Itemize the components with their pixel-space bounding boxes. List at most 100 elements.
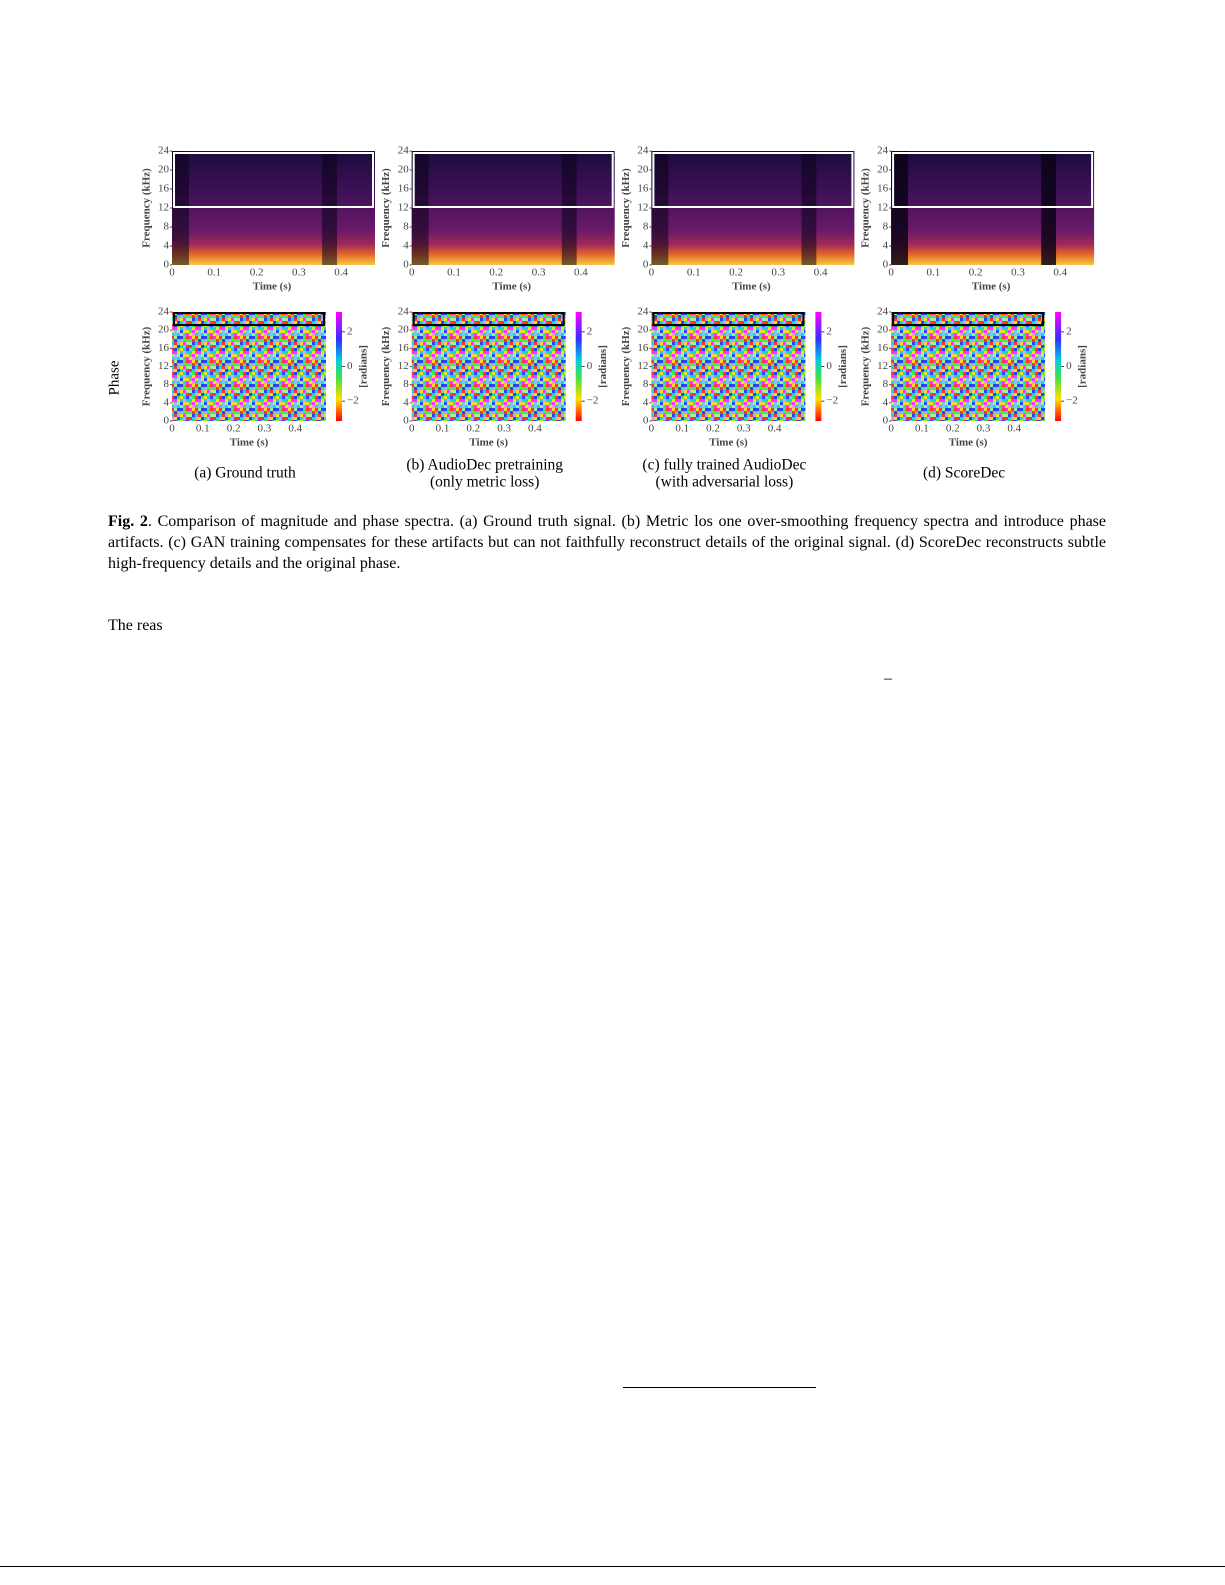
highlight-box <box>892 152 1094 208</box>
y-axis-label: Frequency (kHz) <box>380 168 392 248</box>
x-axis-label: Time (s) <box>492 281 531 293</box>
x-tick-label: 0 <box>409 423 415 435</box>
x-tick-label: 0.2 <box>946 423 960 435</box>
y-tick-label: 12 <box>877 202 888 214</box>
y-tick-label: 8 <box>883 221 889 233</box>
y-axis-label: Frequency (kHz) <box>141 168 153 248</box>
colorbar-tick-label: 0 <box>347 360 353 372</box>
y-tick-label: 24 <box>158 145 170 157</box>
y-tick-label: 0 <box>403 259 409 271</box>
x-tick-label: 0.3 <box>532 267 546 279</box>
highlight-box <box>652 152 854 208</box>
panel-caption: (a) Ground truth <box>194 465 296 482</box>
y-tick-label: 0 <box>883 415 889 427</box>
y-axis-label: Frequency (kHz) <box>620 326 632 406</box>
x-tick-label: 0.4 <box>768 423 782 435</box>
y-tick-label: 24 <box>877 306 889 318</box>
colorbar-tick-label: 2 <box>347 325 353 337</box>
footnote-rule <box>623 1387 816 1388</box>
colorbar <box>336 312 342 421</box>
dash: – <box>884 670 892 687</box>
x-tick-label: 0.4 <box>334 267 348 279</box>
x-tick-label: 0.4 <box>288 423 302 435</box>
panel-caption: (only metric loss) <box>430 474 539 491</box>
colorbar-label: [radians] <box>597 345 609 388</box>
y-tick-label: 0 <box>403 415 409 427</box>
y-tick-label: 12 <box>158 360 169 372</box>
panel-caption: (b) AudioDec pretraining <box>406 457 563 474</box>
y-axis-label: Frequency (kHz) <box>620 168 632 248</box>
y-tick-label: 20 <box>398 324 410 336</box>
x-axis-label: Time (s) <box>972 281 1011 293</box>
x-tick-label: 0.3 <box>292 267 306 279</box>
x-tick-label: 0.3 <box>977 423 991 435</box>
x-tick-label: 0 <box>649 423 655 435</box>
x-tick-label: 0.4 <box>528 423 542 435</box>
colorbar-label: [radians] <box>1077 345 1089 388</box>
y-tick-label: 16 <box>398 183 410 195</box>
colorbar-tick-label: 0 <box>587 360 593 372</box>
y-tick-label: 4 <box>403 396 409 408</box>
y-axis-label: Frequency (kHz) <box>860 326 872 406</box>
phase-spectrogram <box>651 312 806 421</box>
y-tick-label: 16 <box>637 342 649 354</box>
y-tick-label: 20 <box>877 164 889 176</box>
colorbar-tick-label: 0 <box>826 360 832 372</box>
y-axis-label: Frequency (kHz) <box>141 326 153 406</box>
x-tick-label: 0.1 <box>675 423 689 435</box>
x-axis-label: Time (s) <box>732 281 771 293</box>
body-text: The reas <box>108 617 163 634</box>
colorbar-tick-label: 2 <box>587 325 593 337</box>
x-tick-label: 0.1 <box>436 423 450 435</box>
y-tick-label: 20 <box>158 164 170 176</box>
y-tick-label: 24 <box>637 145 649 157</box>
y-tick-label: 12 <box>637 360 648 372</box>
y-tick-label: 0 <box>164 415 170 427</box>
colorbar-tick-label: −2 <box>1066 395 1078 407</box>
y-tick-label: 24 <box>877 145 889 157</box>
y-tick-label: 4 <box>643 396 649 408</box>
highlight-box <box>412 152 614 208</box>
x-tick-label: 0 <box>649 267 655 279</box>
colorbar-tick-label: −2 <box>347 395 359 407</box>
x-tick-label: 0.2 <box>250 267 264 279</box>
phase-spectrogram <box>172 312 326 421</box>
highlight-box <box>173 152 374 208</box>
y-tick-label: 8 <box>403 221 409 233</box>
phase-spectrogram <box>411 312 566 421</box>
y-tick-label: 8 <box>164 221 170 233</box>
x-tick-label: 0.1 <box>207 267 221 279</box>
y-tick-label: 8 <box>643 378 649 390</box>
x-tick-label: 0 <box>409 267 415 279</box>
y-tick-label: 20 <box>398 164 410 176</box>
x-tick-label: 0.2 <box>227 423 241 435</box>
x-tick-label: 0.1 <box>196 423 210 435</box>
y-tick-label: 16 <box>158 183 170 195</box>
y-tick-label: 16 <box>877 342 889 354</box>
y-tick-label: 12 <box>398 360 409 372</box>
y-tick-label: 8 <box>164 378 170 390</box>
colorbar <box>1055 312 1062 421</box>
x-tick-label: 0.1 <box>927 267 941 279</box>
x-axis-label: Time (s) <box>709 437 748 449</box>
y-tick-label: 20 <box>877 324 889 336</box>
y-tick-label: 12 <box>877 360 888 372</box>
y-tick-label: 8 <box>883 378 889 390</box>
y-tick-label: 12 <box>637 202 648 214</box>
y-axis-label: Frequency (kHz) <box>860 168 872 248</box>
colorbar-tick-label: −2 <box>826 395 838 407</box>
highlight-box <box>652 312 805 326</box>
colorbar-tick-label: 0 <box>1066 360 1072 372</box>
y-tick-label: 8 <box>643 221 649 233</box>
x-tick-label: 0.3 <box>1011 267 1025 279</box>
y-tick-label: 20 <box>158 324 170 336</box>
x-tick-label: 0.3 <box>258 423 272 435</box>
x-tick-label: 0.2 <box>466 423 480 435</box>
y-tick-label: 24 <box>398 306 410 318</box>
x-tick-label: 0.2 <box>969 267 983 279</box>
x-tick-label: 0.2 <box>729 267 743 279</box>
y-tick-label: 16 <box>158 342 170 354</box>
panel-caption: (c) fully trained AudioDec <box>642 457 806 474</box>
